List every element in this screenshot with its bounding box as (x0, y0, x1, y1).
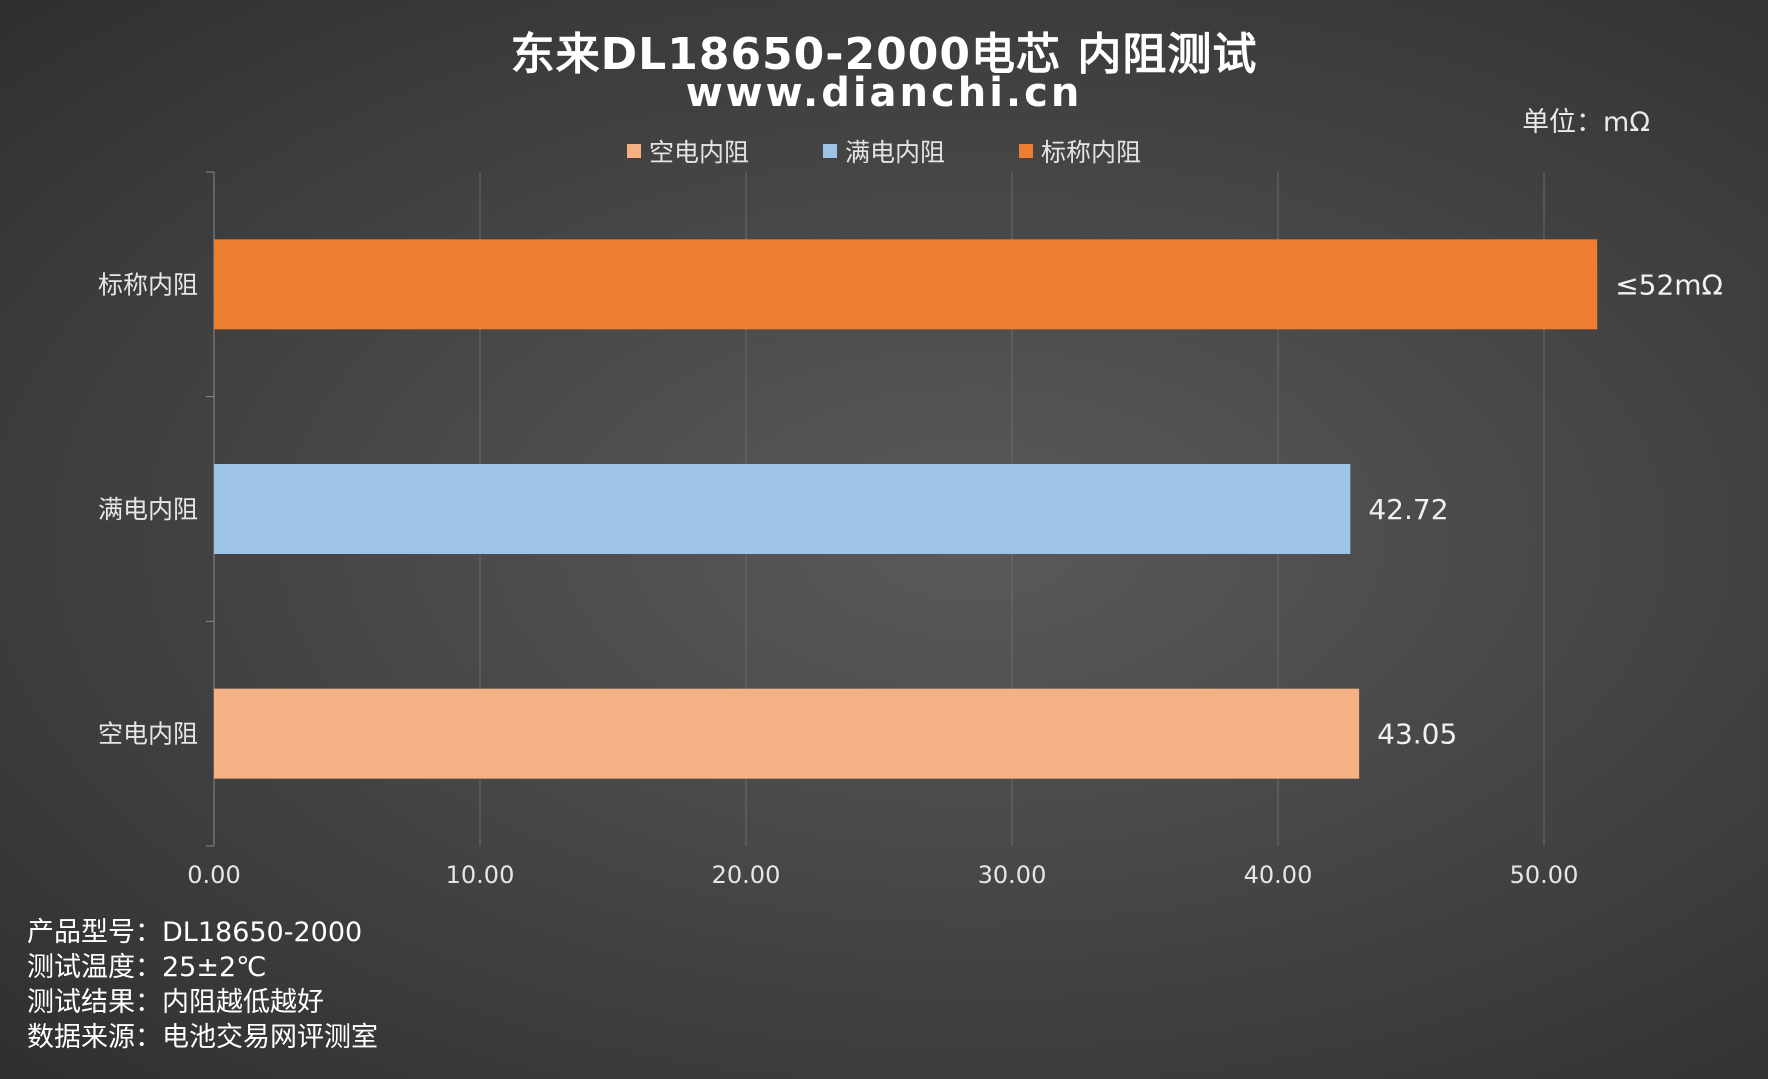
y-category-label: 空电内阻 (98, 720, 198, 749)
x-tick-label: 40.00 (1244, 861, 1313, 889)
legend-label-nominal: 标称内阻 (1041, 138, 1142, 167)
legend-item-empty: 空电内阻 (626, 133, 749, 169)
note-row-result: 测试结果：内阻越低越好 (27, 985, 378, 1020)
chart-subtitle: www.dianchi.cn (685, 70, 1083, 116)
bar-0 (214, 239, 1598, 330)
x-tick-label: 0.00 (187, 861, 240, 889)
legend-label-empty: 空电内阻 (648, 138, 749, 167)
x-tick-label: 30.00 (978, 861, 1047, 889)
note-label: 数据来源： (27, 1022, 162, 1053)
note-row-source: 数据来源：电池交易网评测室 (27, 1020, 378, 1055)
note-value: 内阻越低越好 (162, 987, 324, 1018)
bar-1 (214, 464, 1351, 554)
note-row-model: 产品型号：DL18650-2000 (27, 915, 378, 950)
x-tick-label: 20.00 (712, 861, 781, 889)
test-notes: 产品型号：DL18650-2000 测试温度：25±2℃ 测试结果：内阻越低越好… (27, 915, 378, 1055)
legend-swatch-empty (626, 144, 641, 158)
note-label: 测试结果： (27, 987, 162, 1018)
note-label: 产品型号： (27, 917, 162, 948)
legend: 空电内阻 满电内阻 标称内阻 (0, 133, 1768, 169)
legend-swatch-nominal (1019, 144, 1033, 158)
y-category-label: 标称内阻 (98, 270, 198, 299)
bar-2 (214, 688, 1360, 779)
note-value: 25±2℃ (162, 952, 267, 983)
note-row-temperature: 测试温度：25±2℃ (27, 950, 378, 985)
note-value: DL18650-2000 (162, 917, 363, 948)
legend-label-full: 满电内阻 (844, 138, 945, 167)
x-tick-label: 50.00 (1510, 861, 1579, 889)
data-label: ≤52mΩ (1615, 268, 1723, 301)
data-label: 43.05 (1377, 718, 1457, 751)
unit-label: 单位：mΩ (1522, 107, 1650, 138)
data-label: 42.72 (1368, 493, 1448, 526)
note-label: 测试温度： (27, 952, 162, 983)
chart-title: 东来DL18650-2000电芯 内阻测试 (510, 29, 1258, 80)
legend-swatch-full (822, 144, 837, 158)
legend-item-nominal: 标称内阻 (1019, 133, 1141, 169)
note-value: 电池交易网评测室 (162, 1022, 378, 1053)
x-tick-label: 10.00 (446, 861, 515, 889)
y-category-label: 满电内阻 (98, 495, 198, 524)
legend-item-full: 满电内阻 (822, 133, 945, 169)
